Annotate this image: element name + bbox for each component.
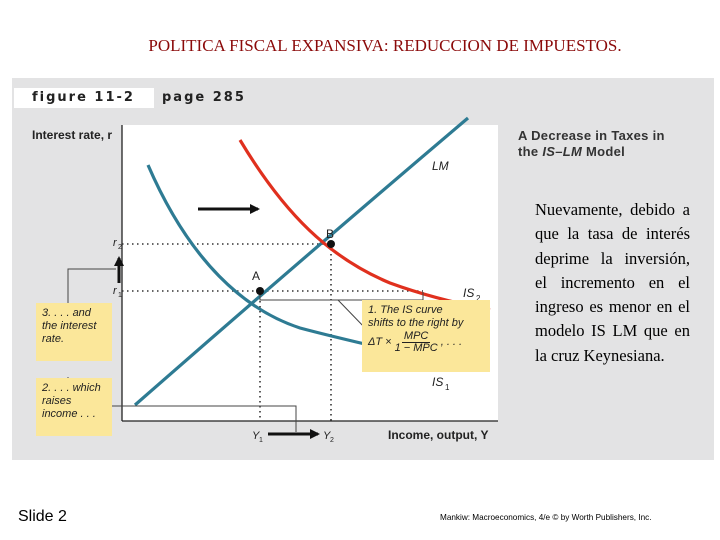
- note3-connector: [67, 268, 116, 307]
- y1-tick: Y: [252, 430, 260, 442]
- figure-title-line2: the IS–LM Model: [518, 144, 626, 159]
- x-axis-label: Income, output, Y: [388, 428, 488, 442]
- credit-text: Mankiw: Macroeconomics, 4/e © by Worth P…: [440, 513, 652, 522]
- is1-subscript: 1: [445, 383, 450, 392]
- figure-label: figure 11-2: [14, 88, 154, 108]
- point-a: [256, 287, 264, 295]
- note-is-shift: 1. The IS curve shifts to the right by Δ…: [362, 300, 490, 372]
- is1-label: IS: [432, 375, 443, 389]
- y2-tick-sub: 2: [330, 437, 334, 444]
- y1-tick-sub: 1: [259, 437, 263, 444]
- r1-tick: r: [113, 285, 118, 297]
- y-axis-label: Interest rate, r: [32, 128, 112, 142]
- figure-title-line1: A Decrease in Taxes in: [518, 128, 665, 143]
- r2-tick: r: [113, 237, 118, 249]
- slide-title: POLITICA FISCAL EXPANSIVA: REDUCCION DE …: [148, 36, 622, 55]
- point-b: [327, 240, 335, 248]
- r2-tick-sub: 2: [118, 244, 122, 251]
- explanation-text: Nuevamente, debido a que la tasa de inte…: [535, 200, 690, 365]
- lm-curve: [133, 116, 470, 407]
- lm-label: LM: [432, 159, 449, 173]
- figure-page: page 285: [162, 90, 246, 105]
- shift-bracket: [259, 292, 424, 301]
- note-interest-rate: 3. . . . and the interest rate.: [36, 303, 112, 361]
- is2-label: IS: [463, 286, 474, 300]
- note-raises-income: 2. . . . which raises income . . .: [36, 378, 112, 436]
- r1-tick-sub: 1: [118, 292, 122, 299]
- point-a-label: A: [252, 269, 260, 283]
- figure-title: A Decrease in Taxes in the IS–LM Model: [518, 128, 665, 160]
- y2-tick: Y: [323, 430, 331, 442]
- is2-subscript: 2: [476, 294, 481, 303]
- slide-number: Slide 2: [18, 508, 67, 525]
- point-b-label: B: [326, 227, 334, 241]
